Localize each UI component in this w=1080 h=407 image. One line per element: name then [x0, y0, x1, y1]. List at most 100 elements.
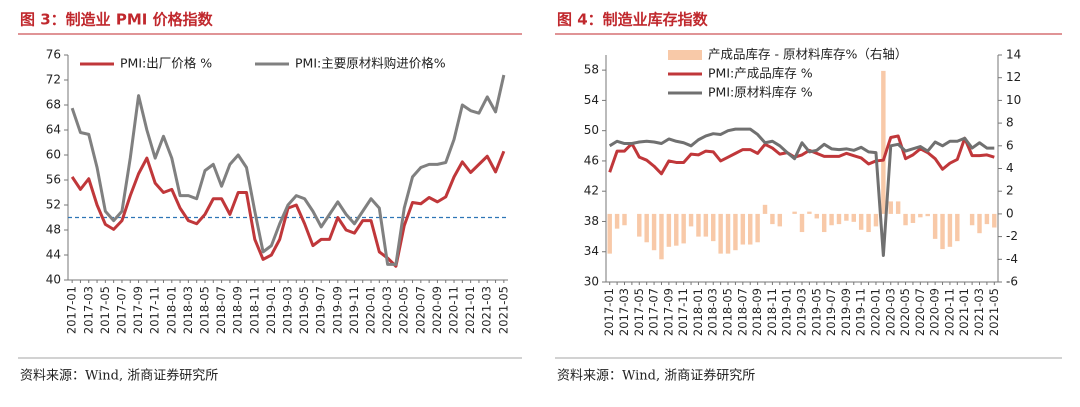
- bar: [851, 213, 856, 222]
- series-line: [70, 150, 506, 268]
- y-tick-label: 46: [584, 153, 599, 167]
- bar: [718, 213, 723, 254]
- bar: [969, 213, 975, 226]
- y2-tick-label: -4: [1006, 252, 1018, 266]
- x-tick-label: 2018-11: [247, 286, 261, 334]
- bar: [748, 213, 753, 245]
- x-tick-label: 2017-01: [602, 288, 616, 336]
- x-tick-label: 2019-01: [264, 286, 278, 334]
- x-tick-label: 2020-01: [364, 286, 378, 334]
- bar: [770, 213, 775, 225]
- x-tick-label: 2019-03: [795, 288, 809, 336]
- x-tick-label: 2020-09: [430, 286, 444, 334]
- x-tick-label: 2020-03: [380, 286, 394, 334]
- x-tick-label: 2017-07: [647, 288, 661, 336]
- x-tick-label: 2019-01: [780, 288, 794, 336]
- bar: [829, 213, 834, 226]
- x-tick-label: 2021-03: [972, 288, 986, 336]
- y-tick-label: 34: [584, 244, 599, 258]
- bar: [932, 213, 938, 239]
- x-tick-label: 2018-07: [735, 288, 749, 336]
- bar: [792, 211, 797, 214]
- y2-tick-label: -6: [1006, 275, 1018, 289]
- bar: [740, 213, 746, 245]
- y2-tick-label: 8: [1006, 116, 1014, 130]
- x-tick-label: 2017-09: [661, 288, 675, 336]
- bar: [881, 70, 886, 214]
- y-tick-label: 56: [46, 173, 61, 187]
- bar: [651, 213, 657, 251]
- x-tick-label: 2019-07: [824, 288, 838, 336]
- chart-title: 图 3：制造业 PMI 价格指数: [20, 11, 214, 29]
- y-tick-label: 54: [584, 93, 599, 107]
- x-tick-label: 2017-07: [114, 286, 128, 334]
- x-tick-label: 2020-05: [397, 286, 411, 334]
- x-tick-label: 2019-03: [281, 286, 295, 334]
- bar: [637, 213, 642, 237]
- bar: [821, 213, 827, 233]
- series-line: [608, 127, 995, 258]
- bar: [622, 213, 627, 226]
- x-tick-label: 2021-05: [987, 288, 1001, 336]
- bar: [725, 213, 731, 254]
- x-tick-label: 2021-05: [496, 286, 510, 334]
- y-tick-label: 38: [584, 214, 599, 228]
- x-tick-label: 2020-07: [413, 286, 427, 334]
- x-tick-label: 2017-05: [632, 288, 646, 336]
- x-tick-label: 2019-11: [854, 288, 868, 336]
- y2-tick-label: 12: [1006, 70, 1021, 84]
- bar: [666, 213, 672, 247]
- bar: [681, 213, 686, 244]
- x-tick-label: 2018-03: [706, 288, 720, 336]
- x-tick-label: 2017-11: [676, 288, 690, 336]
- bar: [755, 213, 760, 243]
- x-tick-label: 2021-03: [480, 286, 494, 334]
- bar: [918, 213, 923, 218]
- x-tick-label: 2017-03: [617, 288, 631, 336]
- x-tick-label: 2017-11: [148, 286, 162, 334]
- x-tick-label: 2018-11: [765, 288, 779, 336]
- bar: [836, 213, 842, 225]
- source: 资料来源：Wind, 浙商证券研究所: [20, 368, 218, 384]
- y-tick-label: 30: [584, 275, 599, 289]
- x-tick-label: 2019-09: [839, 288, 853, 336]
- y-tick-label: 52: [46, 198, 61, 212]
- bar: [955, 213, 960, 242]
- x-tick-label: 2018-07: [214, 286, 228, 334]
- chart-title: 图 4：制造业库存指数: [557, 11, 709, 29]
- bar: [873, 213, 879, 227]
- y2-tick-label: 2: [1006, 184, 1014, 198]
- bar: [644, 213, 649, 243]
- bar: [888, 201, 893, 214]
- legend-label: PMI:出厂价格 %: [120, 56, 212, 71]
- bar: [947, 213, 953, 247]
- y-tick-label: 64: [46, 123, 61, 137]
- y-tick-label: 48: [46, 223, 61, 237]
- x-tick-label: 2019-05: [297, 286, 311, 334]
- y-tick-label: 72: [46, 73, 61, 87]
- bar: [607, 213, 612, 254]
- x-tick-label: 2019-11: [347, 286, 361, 334]
- bar: [799, 213, 805, 233]
- series-line: [608, 134, 995, 176]
- bar: [866, 213, 871, 233]
- x-tick-label: 2020-07: [913, 288, 927, 336]
- x-tick-label: 2018-05: [721, 288, 735, 336]
- bar: [777, 213, 783, 227]
- bar: [688, 213, 694, 227]
- y-tick-label: 44: [46, 248, 61, 262]
- x-tick-label: 2018-09: [750, 288, 764, 336]
- x-tick-label: 2017-03: [81, 286, 95, 334]
- y-tick-label: 68: [46, 98, 61, 112]
- bar: [659, 213, 664, 260]
- bar: [940, 213, 945, 250]
- series-line: [70, 74, 506, 266]
- bar: [703, 213, 709, 237]
- y2-tick-label: -2: [1006, 229, 1018, 243]
- bar: [711, 213, 716, 242]
- x-tick-label: 2021-01: [957, 288, 971, 336]
- legend-label: PMI:主要原材料购进价格%: [295, 56, 446, 71]
- x-tick-label: 2020-11: [447, 286, 461, 334]
- y-tick-label: 76: [46, 48, 61, 62]
- bar: [696, 213, 701, 237]
